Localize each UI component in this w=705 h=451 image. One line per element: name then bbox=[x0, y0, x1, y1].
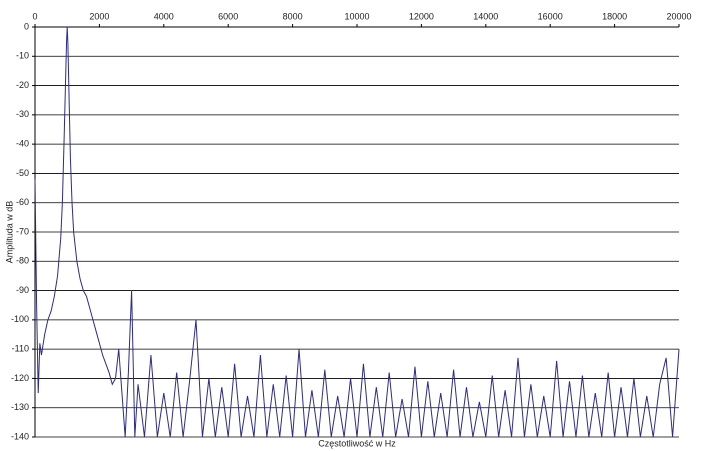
y-tick-label: 0 bbox=[24, 21, 29, 31]
x-tick-label: 0 bbox=[32, 11, 37, 21]
x-tick-label: 18000 bbox=[602, 11, 627, 21]
y-tick-label: -60 bbox=[16, 197, 29, 207]
y-tick-label: -10 bbox=[16, 51, 29, 61]
y-axis-label: Amplituda w dB bbox=[4, 201, 14, 264]
y-tick-label: -50 bbox=[16, 168, 29, 178]
y-tick-label: -40 bbox=[16, 139, 29, 149]
y-tick-label: -70 bbox=[16, 226, 29, 236]
x-tick-label: 14000 bbox=[473, 11, 498, 21]
spectrum-line bbox=[34, 26, 680, 438]
y-tick-label: -130 bbox=[11, 402, 29, 412]
x-tick-label: 20000 bbox=[666, 11, 691, 21]
x-tick-label: 8000 bbox=[283, 11, 303, 21]
y-tick-label: -140 bbox=[11, 431, 29, 441]
x-tick-label: 6000 bbox=[218, 11, 238, 21]
y-tick-label: -80 bbox=[16, 256, 29, 266]
y-tick-label: -90 bbox=[16, 285, 29, 295]
y-tick-label: -120 bbox=[11, 373, 29, 383]
x-tick-label: 16000 bbox=[538, 11, 563, 21]
y-tick-label: -100 bbox=[11, 314, 29, 324]
x-tick-label: 2000 bbox=[89, 11, 109, 21]
x-axis-label: Częstotliwość w Hz bbox=[318, 438, 396, 448]
y-tick-label: -110 bbox=[12, 344, 29, 354]
y-tick-label: -30 bbox=[16, 109, 29, 119]
x-tick-label: 10000 bbox=[344, 11, 369, 21]
x-tick-label: 12000 bbox=[409, 11, 434, 21]
x-tick-label: 4000 bbox=[154, 11, 174, 21]
y-tick-label: -20 bbox=[16, 80, 29, 90]
